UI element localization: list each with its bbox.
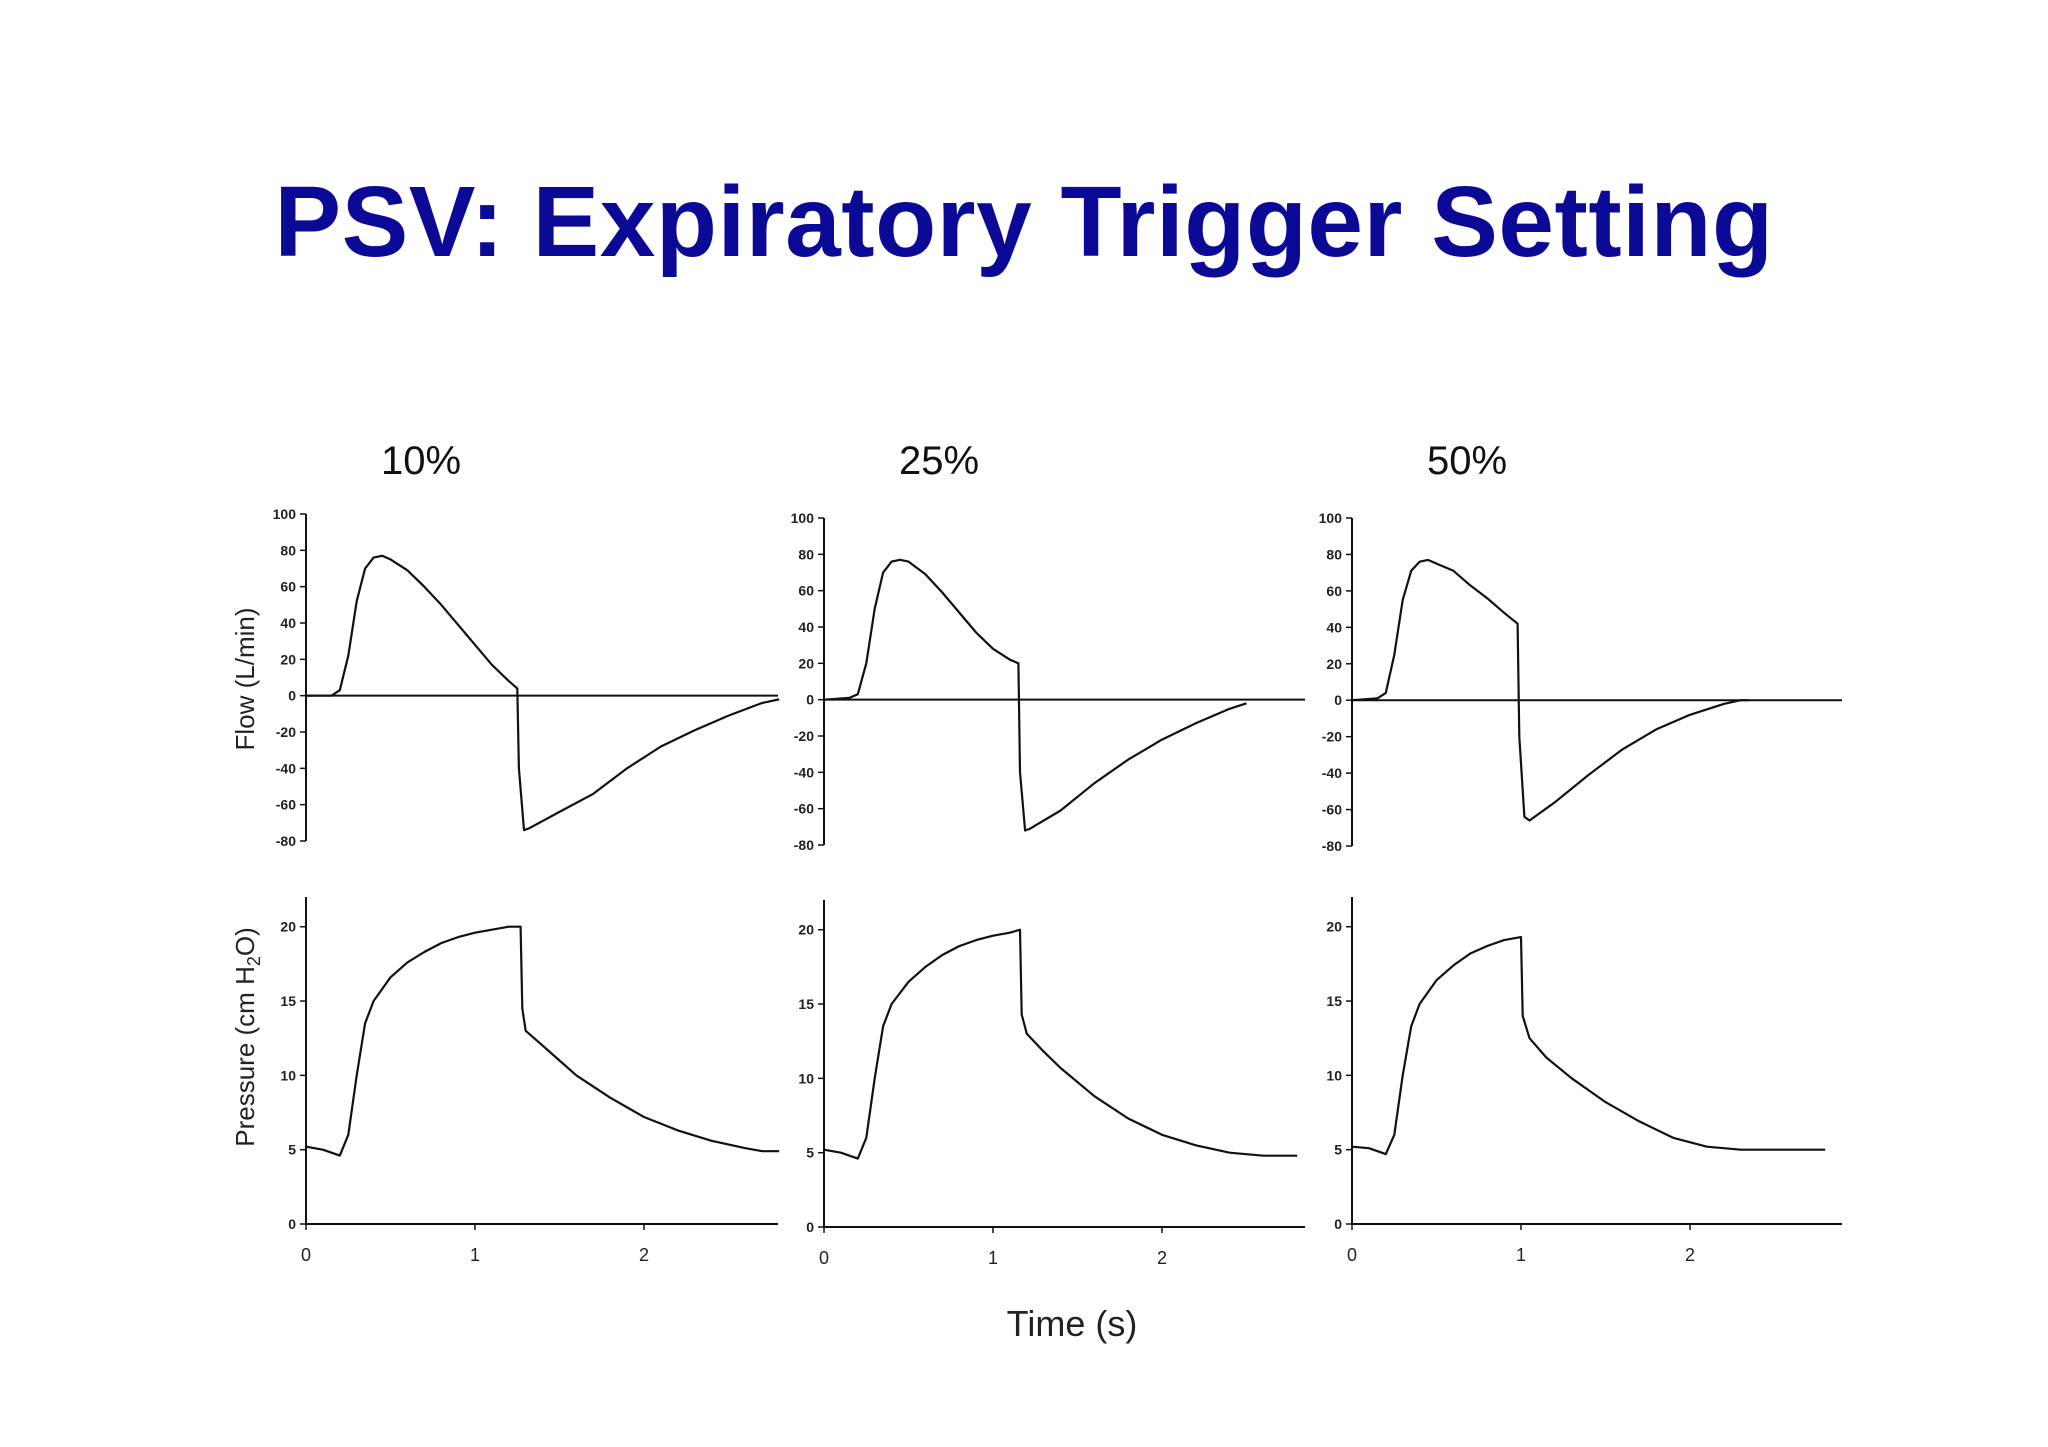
- flow-y-tick-label: -20: [276, 724, 296, 740]
- flow-y-tick-label: -80: [276, 833, 296, 849]
- pressure-curve-50pct: [1351, 935, 1826, 1156]
- x-tick-label: 1: [988, 1248, 998, 1268]
- pressure-y-tick-label: 10: [798, 1070, 814, 1086]
- flow-y-tick-label: 80: [280, 542, 296, 558]
- pressure-y-tick-label: 5: [288, 1142, 296, 1158]
- pressure-y-tick-label: 15: [798, 996, 814, 1012]
- pressure-y-tick-label: 0: [288, 1216, 296, 1232]
- x-tick-label: 0: [301, 1245, 311, 1265]
- flow-y-tick-label: 40: [1326, 619, 1342, 635]
- x-tick-label: 2: [639, 1245, 649, 1265]
- x-tick-label: 1: [470, 1245, 480, 1265]
- flow-y-tick-label: 80: [798, 546, 814, 562]
- pressure-y-tick-label: 15: [280, 993, 296, 1009]
- pressure-y-tick-label: 15: [1326, 993, 1342, 1009]
- flow-y-tick-label: 100: [273, 506, 297, 522]
- x-tick-label: 2: [1685, 1245, 1695, 1265]
- flow-y-tick-label: 40: [280, 615, 296, 631]
- pressure-y-tick-label: 0: [806, 1219, 814, 1235]
- pressure-curve-10pct: [305, 925, 780, 1157]
- pressure-y-tick-label: 5: [806, 1145, 814, 1161]
- flow-y-tick-label: 20: [280, 651, 296, 667]
- x-tick-label: 2: [1157, 1248, 1167, 1268]
- flow-y-tick-label: -80: [794, 837, 814, 853]
- flow-y-tick-label: 0: [288, 688, 296, 704]
- pressure-y-tick-label: 0: [1334, 1216, 1342, 1232]
- flow-y-tick-label: 0: [1334, 692, 1342, 708]
- flow-y-tick-label: -20: [794, 728, 814, 744]
- flow-curve-10pct: [306, 554, 780, 832]
- pressure-y-tick-label: 10: [280, 1067, 296, 1083]
- flow-y-tick-label: -40: [276, 760, 296, 776]
- flow-y-tick-label: -40: [1322, 765, 1342, 781]
- x-tick-label: 0: [819, 1248, 829, 1268]
- pressure-y-tick-label: 10: [1326, 1067, 1342, 1083]
- flow-y-tick-label: -80: [1322, 838, 1342, 854]
- flow-y-tick-label: 60: [280, 579, 296, 595]
- x-axis-label: Time (s): [1007, 1303, 1138, 1344]
- flow-y-tick-label: 60: [1326, 583, 1342, 599]
- flow-y-tick-label: -60: [1322, 802, 1342, 818]
- flow-y-tick-label: 20: [1326, 656, 1342, 672]
- panel-title-3: 50%: [1427, 439, 1507, 483]
- flow-y-tick-label: -20: [1322, 729, 1342, 745]
- flow-y-tick-label: -40: [794, 764, 814, 780]
- flow-y-tick-label: 100: [791, 510, 815, 526]
- flow-curve-25pct: [823, 558, 1247, 832]
- flow-y-tick-label: -60: [276, 797, 296, 813]
- pressure-y-axis-label: Pressure (cm H2O): [230, 927, 264, 1146]
- pressure-y-tick-label: 20: [1326, 919, 1342, 935]
- flow-y-tick-label: 20: [798, 655, 814, 671]
- flow-y-tick-label: -60: [794, 801, 814, 817]
- x-tick-label: 0: [1347, 1245, 1357, 1265]
- panel-title-1: 10%: [381, 439, 461, 483]
- flow-y-tick-label: 0: [806, 692, 814, 708]
- pressure-y-tick-label: 20: [798, 922, 814, 938]
- pressure-curve-25pct: [823, 928, 1298, 1160]
- flow-y-axis-label: Flow (L/min): [230, 607, 260, 750]
- flow-y-tick-label: 80: [1326, 546, 1342, 562]
- flow-curve-50pct: [1351, 558, 1750, 822]
- panel-title-2: 25%: [899, 439, 979, 483]
- pressure-y-tick-label: 20: [280, 919, 296, 935]
- pressure-y-tick-label: 5: [1334, 1142, 1342, 1158]
- flow-y-tick-label: 60: [798, 583, 814, 599]
- flow-y-tick-label: 100: [1319, 510, 1343, 526]
- flow-y-tick-label: 40: [798, 619, 814, 635]
- x-tick-label: 1: [1516, 1245, 1526, 1265]
- slide-title: PSV: Expiratory Trigger Setting: [274, 166, 1774, 278]
